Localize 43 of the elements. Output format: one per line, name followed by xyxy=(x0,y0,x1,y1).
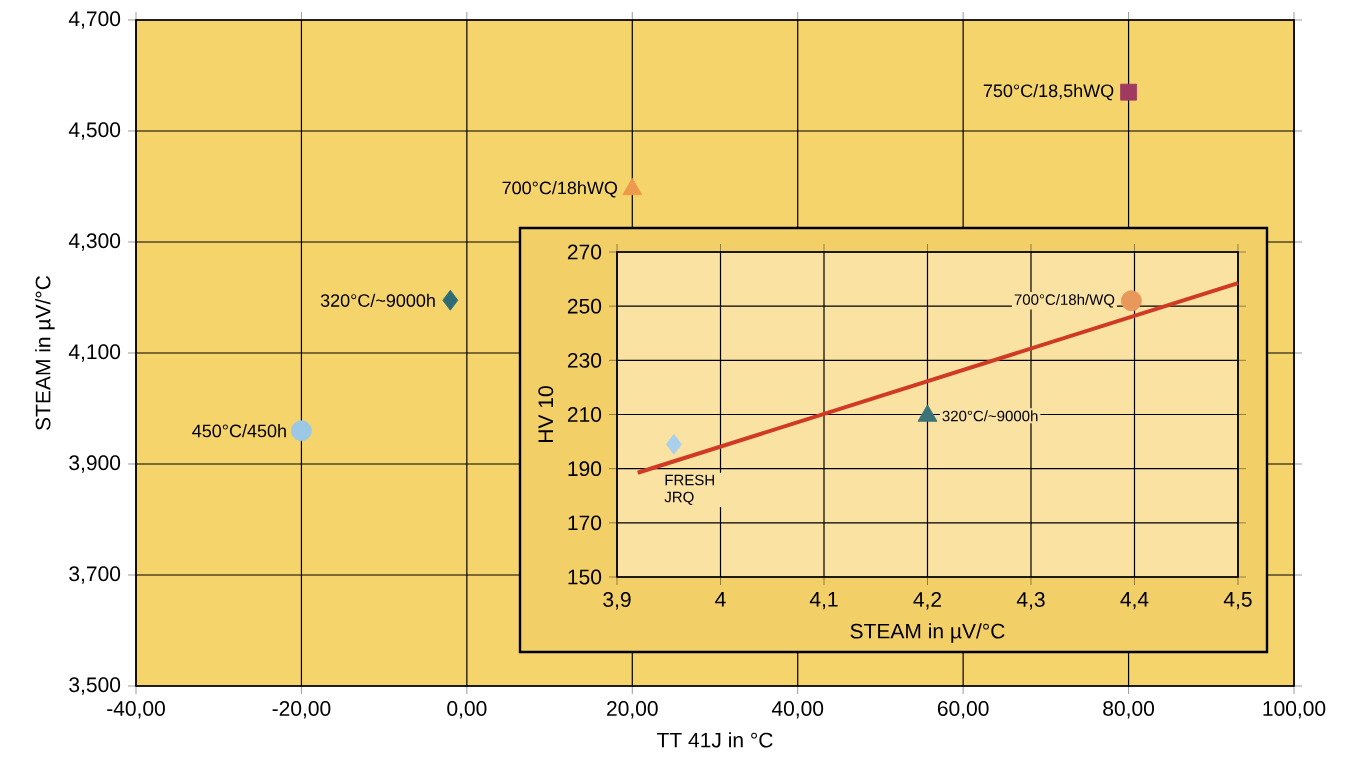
x-tick-label: -20,00 xyxy=(272,701,331,719)
point xyxy=(442,289,459,311)
x-tick-label: 80,00 xyxy=(1103,701,1155,719)
x-tick-label: 4,3 xyxy=(1016,592,1045,610)
x-tick-label: 4,5 xyxy=(1223,592,1252,610)
y-tick-label: 270 xyxy=(567,244,602,260)
x-tick-label: 40,00 xyxy=(771,701,824,719)
x-tick-label: -40,00 xyxy=(107,701,165,719)
y-tick-label: 210 xyxy=(567,407,602,422)
annotation: 450°C/450h xyxy=(192,424,286,438)
y-tick-label: 4,300 xyxy=(68,233,121,251)
x-tick-label: 4,4 xyxy=(1120,592,1149,610)
annotation: 320°C/~9000h xyxy=(942,410,1038,422)
x-tick-label: 4,2 xyxy=(913,592,942,610)
x-tick-label: 20,00 xyxy=(607,701,658,719)
x-tick-label: 4 xyxy=(715,592,726,607)
y-tick-label: 230 xyxy=(567,352,602,368)
y-tick-label: 4,500 xyxy=(68,122,121,140)
y-tick-label: 170 xyxy=(568,515,602,531)
x-tick-label: 0,00 xyxy=(447,701,487,719)
x-axis-title: TT 41J in °C xyxy=(657,732,773,748)
point xyxy=(1120,83,1137,101)
y-tick-label: 3,700 xyxy=(69,566,121,584)
y-tick-label: 250 xyxy=(567,298,602,314)
x-tick-label: 4,1 xyxy=(809,592,838,610)
y-axis-title: STEAM in µV/°C xyxy=(35,275,55,430)
annotation: 700°C/18h/WQ xyxy=(1014,293,1115,308)
y-tick-label: 4,100 xyxy=(68,344,121,362)
y-tick-label: 4,700 xyxy=(68,11,121,29)
x-tick-label: 60,00 xyxy=(937,701,989,719)
annotation: FRESH JRQ xyxy=(664,474,714,505)
x-tick-label: 3,9 xyxy=(603,592,631,610)
y-tick-label: 150 xyxy=(568,569,602,585)
x-axis-title: STEAM in µV/°C xyxy=(850,623,1005,643)
annotation: 320°C/~9000h xyxy=(320,293,435,307)
x-tick-label: 100,00 xyxy=(1263,701,1326,719)
annotation: 750°C/18,5hWQ xyxy=(983,83,1114,101)
y-tick-label: 3,900 xyxy=(69,455,121,473)
annotation: 700°C/18hWQ xyxy=(502,181,618,198)
y-axis-title: HV 10 xyxy=(538,386,554,442)
y-tick-label: 190 xyxy=(568,461,602,477)
point xyxy=(291,420,312,442)
y-tick-label: 3,500 xyxy=(69,677,121,695)
